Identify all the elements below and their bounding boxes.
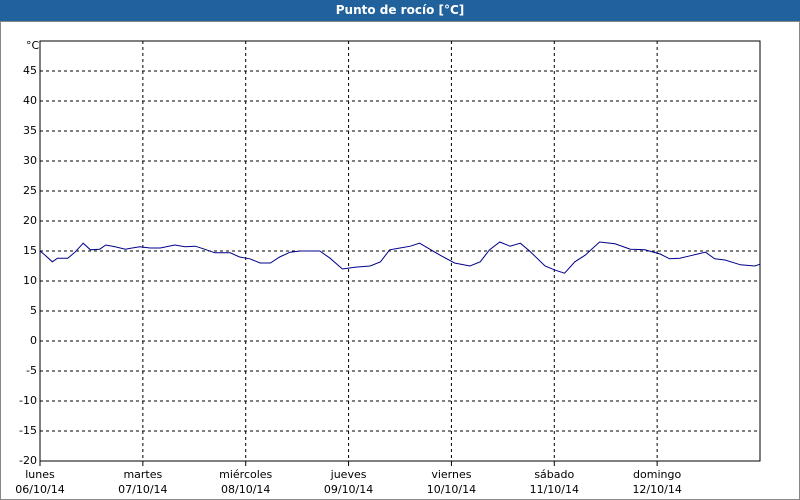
x-tick-label: martes bbox=[123, 468, 162, 481]
x-tick-label: domingo bbox=[633, 468, 681, 481]
x-tick-date: 09/10/14 bbox=[324, 483, 373, 496]
y-tick-label: 25 bbox=[23, 184, 37, 197]
y-tick-label: -5 bbox=[26, 364, 37, 377]
x-tick-label: lunes bbox=[25, 468, 55, 481]
x-tick-date: 08/10/14 bbox=[221, 483, 270, 496]
y-tick-label: 45 bbox=[23, 64, 37, 77]
frame bbox=[0, 21, 800, 500]
x-tick-date: 12/10/14 bbox=[632, 483, 681, 496]
chart-title: Punto de rocío [°C] bbox=[0, 0, 800, 21]
y-tick-label: -15 bbox=[19, 424, 37, 437]
x-tick-date: 11/10/14 bbox=[530, 483, 579, 496]
y-tick-label: -20 bbox=[19, 454, 37, 467]
x-tick-date: 07/10/14 bbox=[118, 483, 167, 496]
y-tick-label: -10 bbox=[19, 394, 37, 407]
x-tick-label: sábado bbox=[534, 468, 574, 481]
x-tick-label: viernes bbox=[431, 468, 471, 481]
x-tick-date: 10/10/14 bbox=[427, 483, 476, 496]
data-line bbox=[39, 241, 761, 274]
y-tick-label: 30 bbox=[23, 154, 37, 167]
x-tick-label: miércoles bbox=[219, 468, 272, 481]
y-tick-label: 20 bbox=[23, 214, 37, 227]
y-tick-label: 15 bbox=[23, 244, 37, 257]
y-tick-label: 40 bbox=[23, 94, 37, 107]
x-tick-label: jueves bbox=[330, 468, 367, 481]
y-tick-label: 35 bbox=[23, 124, 37, 137]
y-tick-label: 5 bbox=[30, 304, 37, 317]
y-axis-label: °C bbox=[26, 39, 40, 52]
y-tick-label: 0 bbox=[30, 334, 37, 347]
x-tick-date: 06/10/14 bbox=[15, 483, 64, 496]
y-tick-label: 10 bbox=[23, 274, 37, 287]
